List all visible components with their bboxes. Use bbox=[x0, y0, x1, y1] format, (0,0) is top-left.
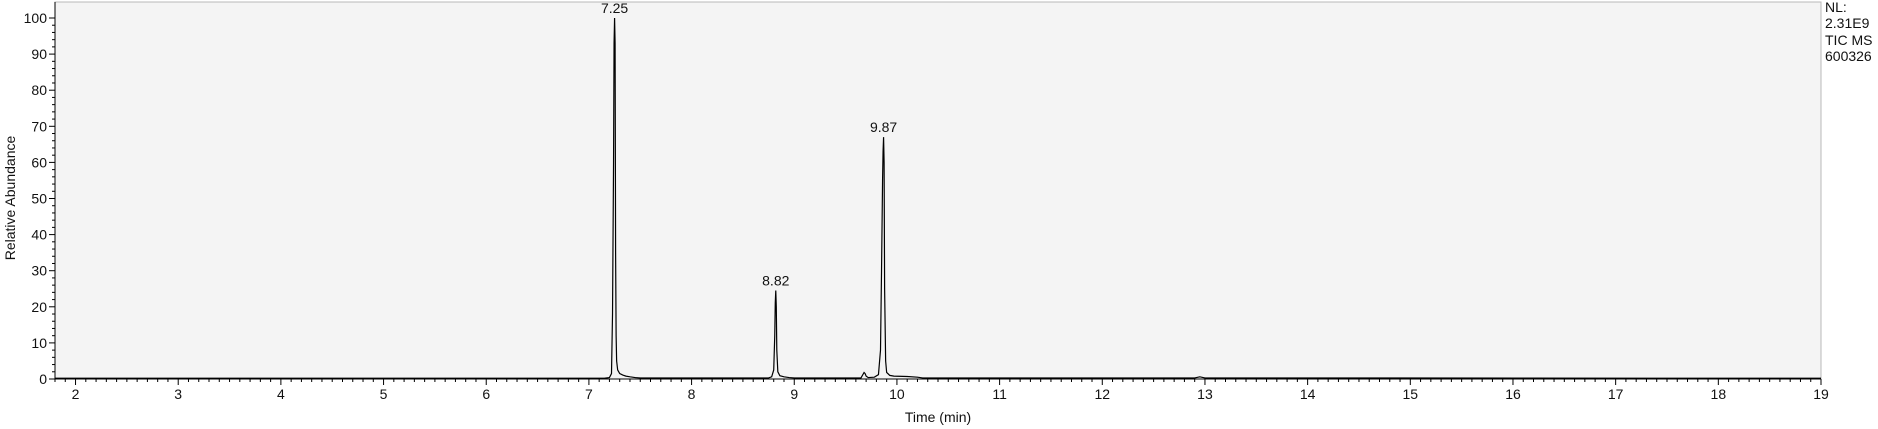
y-axis-title: Relative Abundance bbox=[2, 136, 18, 261]
tic-trace bbox=[55, 17, 1822, 379]
x-tick-label: 16 bbox=[1505, 386, 1521, 402]
peak-labels: 7.25 8.82 9.87 bbox=[601, 0, 897, 289]
x-tick-label: 18 bbox=[1711, 386, 1727, 402]
y-tick-label: 30 bbox=[31, 263, 47, 279]
y-tick-label: 90 bbox=[31, 46, 47, 62]
y-tick-label: 20 bbox=[31, 299, 47, 315]
x-axis-title: Time (min) bbox=[905, 409, 971, 425]
x-tick-label: 3 bbox=[174, 386, 182, 402]
x-tick-label: 14 bbox=[1300, 386, 1316, 402]
y-tick-label: 70 bbox=[31, 118, 47, 134]
y-tick-label: 80 bbox=[31, 82, 47, 98]
x-tick-label: 17 bbox=[1608, 386, 1624, 402]
x-tick-label: 10 bbox=[889, 386, 905, 402]
x-tick-label: 8 bbox=[688, 386, 696, 402]
x-tick-label: 5 bbox=[380, 386, 388, 402]
info-scan-type: TIC MS bbox=[1825, 32, 1872, 48]
x-tick-label: 4 bbox=[277, 386, 285, 402]
info-nl-value: 2.31E9 bbox=[1825, 15, 1870, 31]
y-axis: 0 10 20 30 40 50 60 70 80 90 100 bbox=[24, 2, 56, 387]
y-tick-label: 10 bbox=[31, 335, 47, 351]
peak-label: 9.87 bbox=[870, 119, 897, 135]
x-tick-label: 13 bbox=[1197, 386, 1213, 402]
x-tick-label: 11 bbox=[992, 386, 1007, 402]
y-tick-label: 0 bbox=[39, 371, 47, 387]
info-nl-label: NL: bbox=[1825, 0, 1847, 15]
y-tick-label: 100 bbox=[24, 10, 48, 26]
x-tick-label: 7 bbox=[585, 386, 593, 402]
x-axis: 2 3 4 5 6 7 8 9 10 11 12 13 14 15 16 17 18 19 bbox=[54, 378, 1829, 402]
x-tick-label: 12 bbox=[1094, 386, 1110, 402]
x-tick-label: 6 bbox=[482, 386, 490, 402]
y-tick-label: 40 bbox=[31, 227, 47, 243]
peak-label: 7.25 bbox=[601, 0, 628, 16]
y-tick-label: 60 bbox=[31, 154, 47, 170]
x-tick-label: 15 bbox=[1403, 386, 1419, 402]
x-tick-label: 19 bbox=[1813, 386, 1829, 402]
info-sample-id: 600326 bbox=[1825, 48, 1872, 64]
plot-area bbox=[54, 1, 1822, 380]
x-tick-label: 2 bbox=[72, 386, 80, 402]
x-tick-label: 9 bbox=[790, 386, 798, 402]
peak-label: 8.82 bbox=[762, 273, 789, 289]
y-tick-label: 50 bbox=[31, 191, 47, 207]
